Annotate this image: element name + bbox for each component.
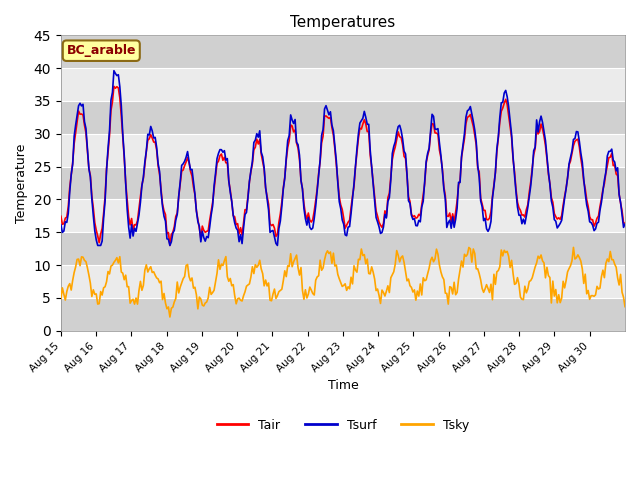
Tair <box>621 220 629 226</box>
Line: Tair: Tair <box>61 86 625 245</box>
Bar <box>61 68 625 101</box>
Tair <box>620 220 627 226</box>
Tsurf <box>620 225 627 230</box>
Tair <box>546 180 554 186</box>
Bar <box>61 232 625 265</box>
Line: Tsurf: Tsurf <box>61 71 625 245</box>
Tair <box>462 120 470 126</box>
Bar <box>61 167 625 200</box>
Tair <box>57 214 65 219</box>
Tsurf <box>94 242 102 248</box>
Tair <box>76 111 84 117</box>
Tsky <box>166 314 173 320</box>
Legend: Tair, Tsurf, Tsky: Tair, Tsurf, Tsky <box>212 414 474 437</box>
Tair <box>94 233 102 239</box>
Tsurf <box>76 100 84 106</box>
Text: BC_arable: BC_arable <box>67 44 136 57</box>
Tsurf <box>462 114 470 120</box>
Bar <box>61 265 625 298</box>
Bar <box>61 134 625 167</box>
Tsky <box>570 244 577 250</box>
Tsky <box>620 294 627 300</box>
Bar <box>61 36 625 68</box>
Bar <box>61 298 625 331</box>
Tsurf <box>621 221 629 227</box>
Tsky <box>57 296 65 301</box>
Tsurf <box>546 182 554 188</box>
Tsky <box>349 281 356 287</box>
Tair <box>350 183 358 189</box>
Bar <box>61 101 625 134</box>
Tsurf <box>57 222 65 228</box>
Tsky <box>461 252 468 257</box>
Tsurf <box>95 242 103 248</box>
Tsky <box>545 273 552 278</box>
Tair <box>166 242 173 248</box>
Line: Tsky: Tsky <box>61 247 625 317</box>
Tsky <box>76 263 84 269</box>
Title: Temperatures: Temperatures <box>291 15 396 30</box>
Bar <box>61 200 625 232</box>
Tsurf <box>350 181 358 187</box>
X-axis label: Time: Time <box>328 379 358 392</box>
Y-axis label: Temperature: Temperature <box>15 144 28 223</box>
Tsky <box>94 301 102 307</box>
Tair <box>110 84 118 89</box>
Tsurf <box>110 68 118 73</box>
Tsky <box>621 304 629 310</box>
